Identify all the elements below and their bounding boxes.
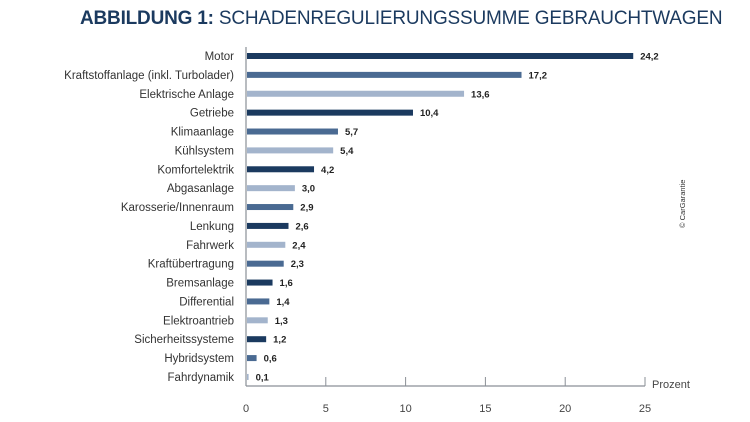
x-tick-label: 5 xyxy=(323,403,329,415)
category-label: Fahrwerk xyxy=(186,240,234,252)
bar xyxy=(247,109,413,116)
value-label: 3,0 xyxy=(302,184,315,195)
category-label: Motor xyxy=(205,51,235,63)
x-tick-label: 20 xyxy=(559,403,571,415)
value-label: 2,9 xyxy=(300,203,313,214)
bar xyxy=(247,260,284,267)
category-label: Kühlsystem xyxy=(175,145,234,157)
x-axis-label: Prozent xyxy=(652,379,690,391)
value-label: 5,4 xyxy=(340,146,354,157)
x-tick-label: 25 xyxy=(639,403,651,415)
value-label: 5,7 xyxy=(345,127,358,138)
value-label: 17,2 xyxy=(529,70,548,81)
bar xyxy=(247,204,294,211)
x-tick-label: 15 xyxy=(479,403,491,415)
category-label: Elektroantrieb xyxy=(163,315,234,327)
category-label: Elektrische Anlage xyxy=(139,89,234,101)
category-label: Kraftstoffanlage (inkl. Turbolader) xyxy=(64,70,234,82)
bar xyxy=(247,222,289,229)
category-label: Sicherheitssysteme xyxy=(134,334,234,346)
value-label: 1,2 xyxy=(273,335,286,346)
chart-title: ABBILDUNG 1: SCHADENREGULIERUNGSSUMME GE… xyxy=(80,8,723,30)
category-label: Klimaanlage xyxy=(171,127,234,139)
value-label: 1,3 xyxy=(275,316,288,327)
bar xyxy=(247,317,268,324)
bar xyxy=(247,185,295,192)
value-label: 4,2 xyxy=(321,165,334,176)
value-label: 2,4 xyxy=(292,240,306,251)
x-tick-label: 0 xyxy=(243,403,249,415)
category-label: Kraftübertragung xyxy=(148,259,234,271)
value-label: 2,6 xyxy=(295,221,308,232)
bar xyxy=(247,279,273,286)
value-label: 13,6 xyxy=(471,89,490,100)
value-label: 2,3 xyxy=(291,259,304,270)
copyright-note: © CarGarantie xyxy=(678,179,687,228)
title-bold: ABBILDUNG 1: xyxy=(80,8,214,29)
bar xyxy=(247,128,338,135)
category-label: Fahrdynamik xyxy=(168,372,235,384)
bar xyxy=(247,241,286,248)
category-label: Komfortelektrik xyxy=(157,164,234,176)
bar xyxy=(247,336,267,343)
category-label: Karosserie/Innenraum xyxy=(121,202,234,214)
x-tick-label: 10 xyxy=(399,403,411,415)
bar xyxy=(247,373,249,380)
bar xyxy=(247,147,334,154)
category-label: Lenkung xyxy=(190,221,234,233)
bar xyxy=(247,90,465,97)
category-label: Abgasanlage xyxy=(167,183,234,195)
bar xyxy=(247,53,634,59)
value-label: 0,1 xyxy=(256,372,270,383)
category-label: Getriebe xyxy=(190,108,234,120)
category-label: Bremsanlage xyxy=(166,278,234,290)
value-label: 0,6 xyxy=(264,354,277,365)
value-label: 24,2 xyxy=(640,52,659,63)
category-label: Differential xyxy=(179,296,234,308)
value-label: 10,4 xyxy=(420,108,439,119)
bar xyxy=(247,355,257,362)
title-text: SCHADENREGULIERUNGSSUMME GEBRAUCHTWAGEN xyxy=(218,8,723,29)
bar xyxy=(247,166,315,173)
value-label: 1,6 xyxy=(280,278,293,289)
value-label: 1,4 xyxy=(276,297,290,308)
bar xyxy=(247,71,522,78)
category-label: Hybridsystem xyxy=(164,353,234,365)
bar xyxy=(247,298,270,305)
